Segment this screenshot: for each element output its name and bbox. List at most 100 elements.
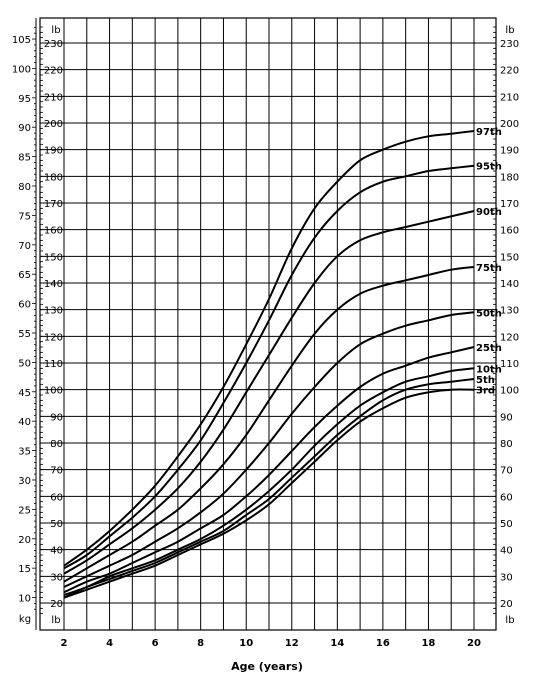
kg-tick-label: 70	[18, 241, 31, 252]
curve-25th	[63, 346, 475, 594]
kg-tick-label: 35	[18, 447, 31, 458]
lb-tick-label-left: 230	[44, 39, 63, 50]
lb-tick-label-left: 120	[44, 332, 63, 343]
lb-tick-label-left: 100	[44, 386, 63, 397]
right-axis: 20 30 40 50 60 70 80 90 100 110 120 130 140 150 160 170…	[493, 26, 519, 615]
lb-tick-label-right: 50	[500, 519, 513, 530]
kg-tick-label: 50	[18, 358, 31, 369]
x-tick-label: 16	[376, 638, 390, 649]
grid	[40, 18, 496, 630]
lb-tick-label-right: 110	[500, 359, 519, 370]
kg-tick-label: 80	[18, 182, 31, 193]
lb-tick-label-right: 180	[500, 172, 519, 183]
lb-tick-label-right: 210	[500, 92, 519, 103]
kg-tick-label: 65	[18, 270, 31, 281]
kg-tick-label: 100	[12, 64, 31, 75]
lb-tick-label-left: 80	[50, 439, 63, 450]
kg-tick-label: 45	[18, 388, 31, 399]
right-lb-unit-top: lb	[505, 25, 514, 36]
lb-tick-label-right: 160	[500, 226, 519, 237]
lb-tick-label-left: 60	[50, 492, 63, 503]
lb-tick-label-right: 40	[500, 546, 513, 557]
plot-border	[39, 17, 497, 631]
lb-tick-label-left: 160	[44, 226, 63, 237]
x-tick-label: 14	[330, 638, 344, 649]
lb-tick-label-right: 100	[500, 386, 519, 397]
kg-tick-label: 105	[12, 35, 31, 46]
label-3rd: 3rd	[476, 386, 495, 397]
lb-tick-label-right: 60	[500, 492, 513, 503]
x-tick-label: 8	[197, 638, 204, 649]
lb-tick-label-left: 190	[44, 146, 63, 157]
x-tick-label: 12	[285, 638, 299, 649]
x-axis-label: Age (years)	[231, 660, 303, 673]
label-50th: 50th	[476, 308, 502, 319]
label-90th: 90th	[476, 207, 502, 218]
lb-tick-label-left: 90	[50, 412, 63, 423]
lb-tick-label-right: 190	[500, 146, 519, 157]
x-axis: 2 4 6 8 10 12 14 16 18 20	[61, 638, 481, 649]
lb-tick-label-right: 220	[500, 66, 519, 77]
x-tick-label: 18	[421, 638, 435, 649]
lb-tick-label-right: 120	[500, 332, 519, 343]
lb-tick-label-right: 170	[500, 199, 519, 210]
curve-5th	[63, 378, 475, 599]
lb-tick-label-right: 80	[500, 439, 513, 450]
left-lb-unit-bottom: lb	[51, 615, 60, 626]
kg-tick-label: 85	[18, 153, 31, 164]
kg-tick-label: 90	[18, 123, 31, 134]
kg-tick-label: 15	[18, 564, 31, 575]
kg-tick-label: 10	[18, 594, 31, 605]
label-95th: 95th	[476, 162, 502, 173]
kg-tick-label: 75	[18, 211, 31, 222]
curve-90th	[63, 210, 475, 575]
curve-10th	[63, 367, 475, 596]
kg-tick-label: 60	[18, 300, 31, 311]
x-tick-label: 10	[239, 638, 253, 649]
curve-50th	[63, 311, 475, 588]
lb-tick-label-right: 150	[500, 252, 519, 263]
lb-tick-label-left: 140	[44, 279, 63, 290]
lb-tick-label-left: 30	[50, 572, 63, 583]
lb-tick-label-right: 30	[500, 572, 513, 583]
label-5th: 5th	[476, 375, 495, 386]
label-10th: 10th	[476, 364, 502, 375]
lb-tick-label-left: 130	[44, 306, 63, 317]
lb-tick-label-left: 180	[44, 172, 63, 183]
x-tick-label: 2	[61, 638, 68, 649]
lb-tick-label-right: 20	[500, 599, 513, 610]
kg-tick-label: 95	[18, 94, 31, 105]
lb-tick-label-right: 200	[500, 119, 519, 130]
lb-tick-label-left: 40	[50, 546, 63, 557]
x-tick-label: 20	[467, 638, 481, 649]
lb-tick-label-left: 110	[44, 359, 63, 370]
left-kg-unit-top: kg	[19, 614, 31, 625]
percentile-curves	[63, 130, 475, 599]
lb-tick-label-right: 90	[500, 412, 513, 423]
lb-tick-label-left: 200	[44, 119, 63, 130]
right-lb-unit-bottom: lb	[505, 615, 514, 626]
kg-tick-label: 25	[18, 505, 31, 516]
lb-tick-label-right: 230	[500, 39, 519, 50]
kg-tick-label: 20	[18, 535, 31, 546]
curve-95th	[63, 164, 475, 570]
curve-3rd	[63, 388, 475, 599]
lb-tick-label-left: 150	[44, 252, 63, 263]
kg-tick-label: 55	[18, 329, 31, 340]
lb-tick-label-left: 210	[44, 92, 63, 103]
kg-tick-label: 40	[18, 417, 31, 428]
label-75th: 75th	[476, 263, 502, 274]
x-tick-label: 4	[106, 638, 113, 649]
lb-tick-label-right: 70	[500, 466, 513, 477]
lb-tick-label-left: 50	[50, 519, 63, 530]
label-97th: 97th	[476, 127, 502, 138]
lb-tick-label-left: 20	[50, 599, 63, 610]
lb-tick-label-left: 220	[44, 66, 63, 77]
curve-75th	[63, 266, 475, 583]
label-25th: 25th	[476, 343, 502, 354]
lb-tick-label-left: 170	[44, 199, 63, 210]
lb-tick-label-left: 70	[50, 466, 63, 477]
x-tick-label: 6	[152, 638, 159, 649]
